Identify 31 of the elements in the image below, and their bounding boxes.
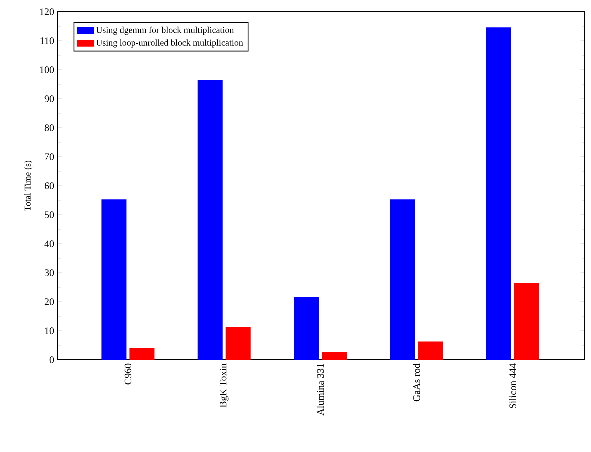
x-tick-label: Silicon 444 xyxy=(509,364,516,409)
bar xyxy=(390,200,416,360)
legend-label: Using dgemm for block multiplication xyxy=(96,26,234,36)
bar xyxy=(514,283,540,360)
y-tick-label: 120 xyxy=(40,8,54,16)
bar xyxy=(486,28,512,360)
x-tick-label: C960 xyxy=(124,364,132,385)
bar xyxy=(226,326,251,360)
y-tick-label: 40 xyxy=(44,240,54,248)
bar xyxy=(322,352,348,360)
y-tick-label: 100 xyxy=(40,66,54,74)
bar xyxy=(102,200,127,360)
bar xyxy=(198,80,223,360)
y-tick-label: 0 xyxy=(50,356,54,364)
bar xyxy=(130,348,155,360)
y-tick-label: 50 xyxy=(45,212,54,218)
y-tick-label: 110 xyxy=(40,38,54,44)
y-tick-label: 80 xyxy=(44,124,54,132)
bar xyxy=(294,297,320,360)
y-tick-label: 30 xyxy=(45,270,54,276)
x-tick-label: GaAs rod xyxy=(413,364,420,402)
y-tick-label: 10 xyxy=(45,328,54,334)
y-tick-label: 60 xyxy=(44,182,54,190)
bar xyxy=(418,342,444,360)
y-tick-label: 70 xyxy=(45,154,54,160)
y-tick-label: 90 xyxy=(44,96,54,102)
x-tick-label: BgK Toxin xyxy=(220,364,229,408)
y-axis-title: Total Time (s) xyxy=(24,160,33,212)
y-tick-label: 20 xyxy=(44,298,54,306)
legend-label: Using loop-unrolled block multiplication xyxy=(96,40,244,48)
x-tick-label: Alumina 331 xyxy=(317,364,324,416)
